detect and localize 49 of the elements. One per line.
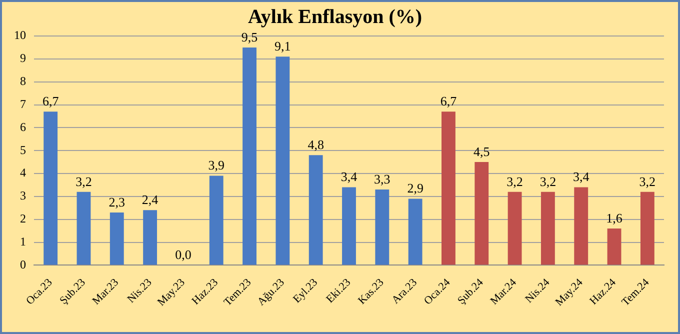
bar xyxy=(375,190,390,265)
data-label: 3,3 xyxy=(374,171,390,186)
data-label: 2,9 xyxy=(407,180,424,196)
bar xyxy=(408,198,422,265)
bar xyxy=(442,112,456,265)
bar xyxy=(540,192,555,265)
data-label: 3,2 xyxy=(76,174,92,189)
bar xyxy=(143,210,158,265)
data-label: 9,1 xyxy=(274,38,291,54)
bar xyxy=(276,56,290,265)
data-label: 9,5 xyxy=(241,29,258,44)
chart-title: Aylık Enflasyon (%) xyxy=(248,6,422,28)
y-tick-label: 3 xyxy=(20,188,26,203)
bar xyxy=(474,162,489,265)
data-label: 1,6 xyxy=(606,210,623,226)
y-tick-label: 1 xyxy=(20,234,26,248)
bar xyxy=(76,192,91,265)
y-tick-label: 7 xyxy=(20,96,26,111)
bar xyxy=(242,47,256,265)
y-tick-label: 4 xyxy=(20,166,26,180)
bar xyxy=(308,155,323,265)
y-tick-label: 10 xyxy=(14,28,26,42)
data-label: 3,2 xyxy=(540,174,556,189)
data-label: 4,5 xyxy=(474,144,490,159)
y-tick-label: 0 xyxy=(20,257,26,272)
data-label: 3,4 xyxy=(340,169,358,184)
data-label: 2,3 xyxy=(108,194,126,210)
data-label: 6,7 xyxy=(42,94,60,109)
y-tick-label: 9 xyxy=(20,51,26,66)
y-tick-label: 8 xyxy=(20,74,26,88)
y-tick-label: 6 xyxy=(20,120,26,134)
bar xyxy=(640,192,654,265)
bar xyxy=(342,187,356,265)
bar xyxy=(574,187,588,265)
bar xyxy=(110,212,124,265)
data-label: 4,8 xyxy=(308,137,324,152)
data-label: 0,0 xyxy=(175,247,192,262)
data-label: 2,4 xyxy=(142,192,159,208)
bar xyxy=(209,176,224,265)
y-tick-label: 2 xyxy=(20,212,26,226)
bar xyxy=(508,192,522,265)
bar xyxy=(44,112,58,265)
data-label: 3,2 xyxy=(506,174,523,189)
data-label: 3,4 xyxy=(572,169,590,184)
data-label: 3,2 xyxy=(639,174,656,189)
bar xyxy=(607,228,622,265)
data-label: 3,9 xyxy=(208,158,224,173)
data-label: 6,7 xyxy=(440,94,458,109)
y-tick-label: 5 xyxy=(20,142,26,157)
